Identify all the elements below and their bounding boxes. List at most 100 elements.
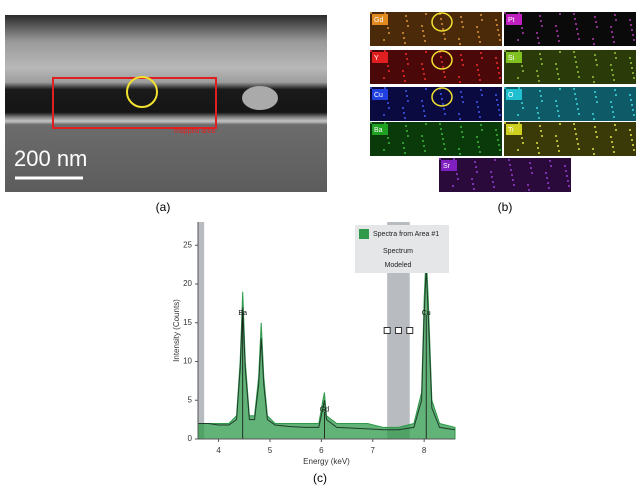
map-speckle: [478, 36, 480, 38]
map-speckle: [388, 107, 390, 109]
map-tag-label: Sr: [443, 163, 451, 170]
map-speckle: [511, 174, 513, 176]
map-speckle: [478, 111, 480, 113]
map-speckle: [612, 111, 614, 113]
panel-label: (a): [156, 200, 171, 214]
map-speckle: [592, 38, 594, 40]
map-speckle: [594, 91, 596, 93]
map-speckle: [632, 109, 634, 111]
map-speckle: [424, 150, 426, 152]
map-speckle: [555, 25, 557, 27]
map-speckle: [460, 16, 462, 18]
map-speckle: [508, 159, 510, 161]
map-speckle: [387, 27, 389, 29]
map-speckle: [576, 138, 578, 140]
map-speckle: [517, 149, 519, 151]
map-speckle: [421, 135, 423, 137]
map-speckle: [541, 100, 543, 102]
map-speckle: [610, 64, 612, 66]
map-speckle: [611, 31, 613, 33]
map-speckle: [517, 77, 519, 79]
map-speckle: [538, 152, 540, 154]
map-speckle: [592, 76, 594, 78]
map-speckle: [439, 13, 441, 15]
panel-b: (b) Gd Pt Y Si Cu O Ba Ti Sr: [370, 12, 636, 214]
map-speckle: [495, 94, 497, 96]
map-speckle: [495, 19, 497, 21]
map-speckle: [517, 39, 519, 41]
x-tick-label: 5: [268, 446, 273, 455]
map-speckle: [443, 108, 445, 110]
map-speckle: [452, 185, 454, 187]
map-speckle: [499, 39, 501, 41]
highlight-circle: [431, 50, 453, 70]
map-speckle: [613, 79, 615, 81]
map-speckle: [444, 76, 446, 78]
map-speckle: [477, 141, 479, 143]
map-speckle: [577, 33, 579, 35]
map-speckle: [576, 28, 578, 30]
map-speckle: [475, 166, 477, 168]
map-speckle: [540, 130, 542, 132]
map-speckle: [460, 91, 462, 93]
map-speckle: [499, 77, 501, 79]
map-speckle: [443, 33, 445, 35]
map-tile: [504, 122, 636, 156]
x-axis-label: Energy (keV): [303, 457, 350, 466]
map-speckle: [403, 75, 405, 77]
map-speckle: [541, 135, 543, 137]
map-speckle: [547, 182, 549, 184]
map-speckle: [614, 124, 616, 126]
particle: [242, 86, 278, 110]
map-speckle: [565, 170, 567, 172]
x-tick-label: 7: [371, 446, 376, 455]
map-speckle: [558, 78, 560, 80]
map-speckle: [479, 41, 481, 43]
map-speckle: [557, 110, 559, 112]
map-speckle: [439, 123, 441, 125]
map-speckle: [596, 64, 598, 66]
map-speckle: [421, 25, 423, 27]
map-speckle: [575, 61, 577, 63]
map-speckle: [490, 171, 492, 173]
map-speckle: [496, 99, 498, 101]
map-speckle: [458, 76, 460, 78]
map-speckle: [631, 29, 633, 31]
map-speckle: [578, 76, 580, 78]
map-speckle: [442, 103, 444, 105]
map-speckle: [614, 89, 616, 91]
map-speckle: [458, 38, 460, 40]
element-map: Si: [504, 50, 636, 84]
map-speckle: [557, 145, 559, 147]
range-handle: [383, 327, 391, 334]
map-speckle: [577, 143, 579, 145]
map-speckle: [388, 142, 390, 144]
map-speckle: [522, 32, 524, 34]
map-speckle: [404, 152, 406, 154]
element-map: Sr: [439, 158, 571, 192]
map-speckle: [567, 180, 569, 182]
map-speckle: [406, 95, 408, 97]
map-speckle: [495, 129, 497, 131]
map-speckle: [370, 122, 372, 124]
y-tick-label: 5: [188, 395, 193, 404]
map-speckle: [384, 87, 386, 89]
map-speckle: [424, 40, 426, 42]
map-speckle: [481, 129, 483, 131]
element-map: Ti: [504, 122, 636, 156]
x-tick-label: 8: [422, 446, 427, 455]
map-speckle: [440, 128, 442, 130]
map-tag: [506, 89, 522, 100]
map-speckle: [440, 93, 442, 95]
map-speckle: [555, 63, 557, 65]
map-speckle: [527, 184, 529, 186]
map-speckle: [594, 16, 596, 18]
map-speckle: [459, 118, 461, 120]
map-speckle: [633, 39, 635, 41]
map-speckle: [539, 125, 541, 127]
map-speckle: [441, 61, 443, 63]
map-speckle: [612, 36, 614, 38]
map-speckle: [404, 117, 406, 119]
map-speckle: [610, 136, 612, 138]
map-speckle: [573, 88, 575, 90]
